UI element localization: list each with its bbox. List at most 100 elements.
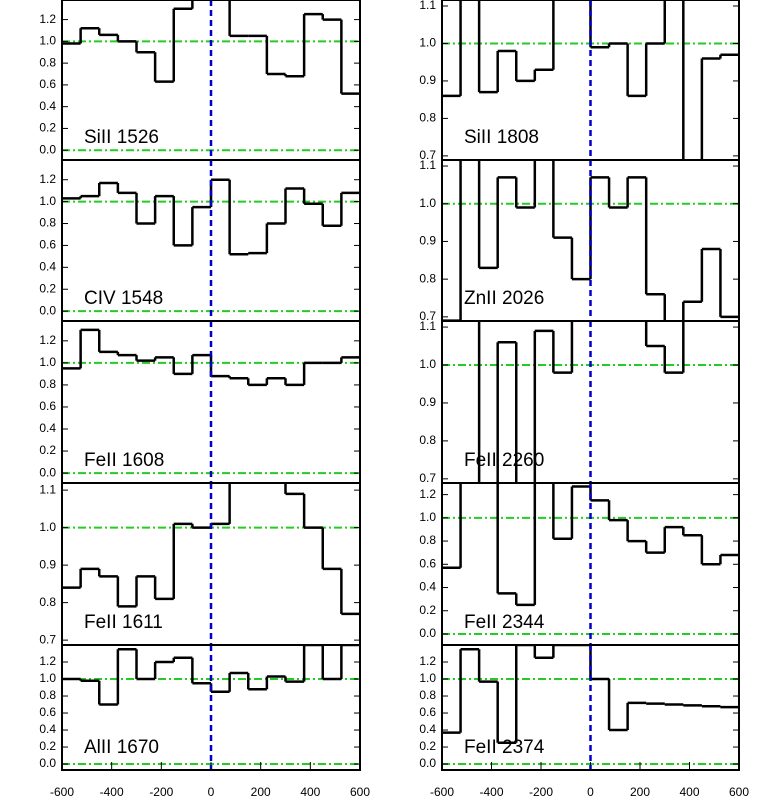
y-tick-label: 1.2 bbox=[39, 172, 56, 186]
y-tick-label: 0.2 bbox=[39, 281, 56, 295]
y-tick-label: 0.6 bbox=[419, 556, 436, 570]
y-tick-label: 1.2 bbox=[419, 654, 436, 668]
line-label: ZnII 2026 bbox=[464, 288, 544, 309]
y-tick-label: 1.0 bbox=[419, 510, 436, 524]
y-tick-label: 1.0 bbox=[39, 671, 56, 685]
y-tick-label: 0.8 bbox=[419, 533, 436, 547]
y-tick-label: 0.8 bbox=[419, 433, 436, 447]
y-tick-label: 0.2 bbox=[419, 739, 436, 753]
step-connector bbox=[459, 0, 722, 160]
y-tick-label: 0.4 bbox=[39, 99, 56, 113]
line-label: SiII 1808 bbox=[464, 127, 539, 148]
panel: 0.7 0.8 0.9 1.0 1.1 ZnII 2026 bbox=[419, 158, 740, 323]
y-tick-label: 1.0 bbox=[419, 196, 436, 210]
panel: 0.0 0.2 0.4 0.6 0.8 1.0 1.2 CIV 1548 bbox=[39, 159, 361, 322]
line-label: AlII 1670 bbox=[84, 737, 159, 758]
y-tick-label: 0.6 bbox=[419, 705, 436, 719]
x-tick-label: 400 bbox=[679, 785, 699, 799]
y-tick-label: 0.0 bbox=[39, 303, 56, 317]
step-connector bbox=[79, 645, 343, 705]
y-tick-label: 0.9 bbox=[419, 73, 436, 87]
panel: 0.7 0.8 0.9 1.0 1.1 FeII 1611 bbox=[39, 482, 361, 646]
y-tick-label: 1.0 bbox=[39, 355, 56, 369]
line-label: SiII 1526 bbox=[84, 127, 159, 148]
y-tick-label: 1.2 bbox=[419, 487, 436, 501]
line-label: FeII 1608 bbox=[84, 450, 164, 471]
y-tick-label: 0.9 bbox=[419, 234, 436, 248]
x-tick-label: -400 bbox=[100, 785, 124, 799]
y-tick-label: 0.8 bbox=[39, 688, 56, 702]
panel: 0.0 0.2 0.4 0.6 0.8 1.0 1.2 FeII 2344 bbox=[419, 482, 740, 646]
y-tick-label: 1.1 bbox=[419, 319, 436, 333]
y-tick-label: 0.7 bbox=[419, 309, 436, 323]
y-tick-label: 0.0 bbox=[39, 465, 56, 479]
x-tick-label: 600 bbox=[350, 785, 370, 799]
step-connector bbox=[79, 0, 343, 94]
y-tick-label: 0.2 bbox=[39, 121, 56, 135]
y-tick-label: 0.8 bbox=[419, 111, 436, 125]
y-tick-label: 0.2 bbox=[39, 443, 56, 457]
step-connector bbox=[459, 645, 722, 743]
panel-frame bbox=[441, 644, 740, 771]
y-tick-label: 0.2 bbox=[419, 603, 436, 617]
x-tick-label: -400 bbox=[479, 785, 503, 799]
panel: 0.0 0.2 0.4 0.6 0.8 1.0 1.2 -600 -400 -200 0 200 400… bbox=[419, 644, 749, 799]
y-tick-label: 0.0 bbox=[419, 626, 436, 640]
y-tick-label: 0.2 bbox=[39, 739, 56, 753]
x-tick-label: 200 bbox=[630, 785, 650, 799]
y-tick-label: 0.6 bbox=[39, 705, 56, 719]
step-connector bbox=[459, 483, 722, 605]
y-tick-label: 1.1 bbox=[39, 482, 56, 496]
y-tick-label: 1.0 bbox=[419, 357, 436, 371]
y-tick-label: 0.7 bbox=[419, 148, 436, 162]
y-tick-label: 0.0 bbox=[39, 756, 56, 770]
line-label: FeII 1611 bbox=[84, 612, 163, 633]
y-tick-label: 1.2 bbox=[39, 12, 56, 26]
y-tick-label: 0.6 bbox=[39, 238, 56, 252]
y-tick-label: 0.8 bbox=[39, 595, 56, 609]
y-tick-label: 0.8 bbox=[39, 55, 56, 69]
x-tick-label: -200 bbox=[149, 785, 173, 799]
x-tick-label: 400 bbox=[300, 785, 320, 799]
y-tick-label: 0.7 bbox=[419, 471, 436, 485]
panel: 0.7 0.8 0.9 1.0 1.1 SiII 1808 bbox=[419, 0, 740, 162]
y-tick-label: 0.9 bbox=[419, 395, 436, 409]
y-tick-label: 0.8 bbox=[419, 688, 436, 702]
panel: 0.0 0.2 0.4 0.6 0.8 1.0 1.2 -600 -400 -200 0 200 400… bbox=[39, 644, 370, 799]
y-tick-label: 1.2 bbox=[39, 333, 56, 347]
y-tick-label: 1.0 bbox=[419, 671, 436, 685]
x-tick-label: -600 bbox=[50, 785, 74, 799]
x-tick-label: 0 bbox=[587, 785, 594, 799]
x-tick-label: 0 bbox=[208, 785, 215, 799]
y-tick-label: 0.6 bbox=[39, 77, 56, 91]
y-tick-label: 1.0 bbox=[419, 36, 436, 50]
y-tick-label: 0.4 bbox=[419, 580, 436, 594]
y-tick-label: 1.0 bbox=[39, 194, 56, 208]
line-label: FeII 2260 bbox=[464, 450, 544, 471]
y-tick-label: 0.7 bbox=[39, 632, 56, 646]
y-tick-label: 1.2 bbox=[39, 654, 56, 668]
line-label: FeII 2344 bbox=[464, 612, 545, 633]
y-tick-label: 0.4 bbox=[39, 421, 56, 435]
y-tick-label: 1.0 bbox=[39, 34, 56, 48]
y-tick-label: 1.1 bbox=[419, 0, 436, 12]
y-tick-label: 1.0 bbox=[39, 520, 56, 534]
x-tick-label: -200 bbox=[529, 785, 553, 799]
y-tick-label: 0.4 bbox=[39, 722, 56, 736]
y-tick-label: 0.8 bbox=[39, 216, 56, 230]
panel-frame bbox=[61, 644, 361, 771]
y-tick-label: 0.4 bbox=[419, 722, 436, 736]
y-tick-label: 0.6 bbox=[39, 399, 56, 413]
panel: 0.0 0.2 0.4 0.6 0.8 1.0 1.2 FeII 1608 bbox=[39, 320, 361, 484]
panel: 0.0 0.2 0.4 0.6 0.8 1.0 1.2 SiII 1526 bbox=[39, 0, 361, 161]
step-connector bbox=[79, 179, 343, 255]
line-label: FeII 2374 bbox=[464, 737, 545, 758]
step-connector bbox=[459, 160, 722, 321]
step-connector bbox=[79, 483, 343, 614]
y-tick-label: 0.8 bbox=[419, 271, 436, 285]
y-tick-label: 0.0 bbox=[419, 756, 436, 770]
step-connector bbox=[477, 321, 685, 483]
x-tick-label: 600 bbox=[729, 785, 749, 799]
x-tick-label: 200 bbox=[251, 785, 271, 799]
